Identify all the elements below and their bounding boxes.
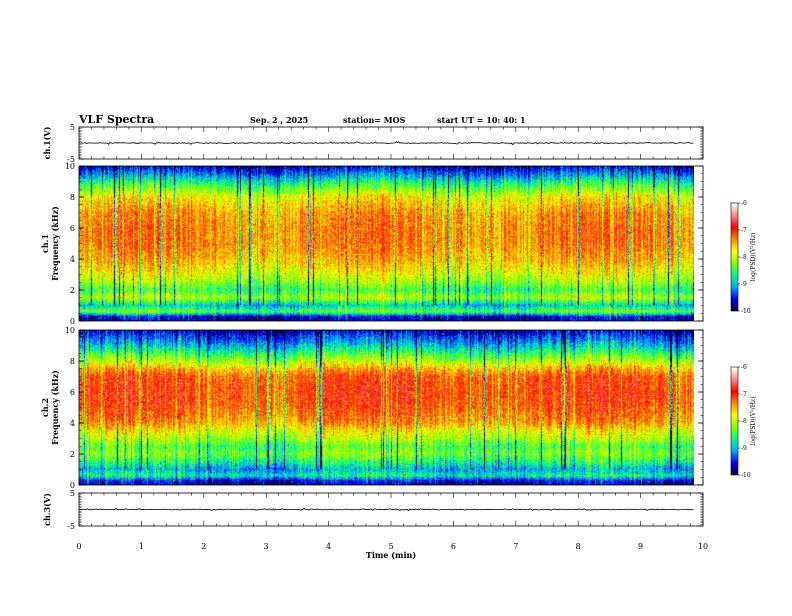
ch2-spectrogram-panel: 0 2 4 6 8 10 ch.2 Frequency (kHz) [40,326,704,490]
ch2-spec-ytick-label: 10 [65,326,75,335]
time-tick-label: 9 [638,542,643,551]
header-station: station= MOS [343,115,406,125]
ch1-wave-ylabel: ch.1(V) [42,126,52,159]
time-axis: 0 1 2 3 4 5 6 7 8 9 10 Time (min) [76,542,708,560]
time-axis-label: Time (min) [366,550,416,560]
ch2-spec-colorbar-tick-label: -10 [741,472,751,479]
ch1-spectrogram-panel: 0 2 4 6 8 10 ch.1 Frequency (kHz) [40,162,704,326]
ch1-wave-ytick-label: 5 [70,123,75,132]
ch1-spec-colorbar-tick-label: -6 [741,200,747,207]
ch2-spec-colorbar-tick-label: -9 [741,445,747,452]
ch2-spec-ytick-label: 2 [70,450,75,459]
ch1-spec-ytick-label: 2 [70,286,75,295]
time-tick-label: 6 [451,542,456,551]
ch1-spec-colorbar-label: log(PSD)(V²/Hz) [750,233,757,282]
ch2-spec-colorbar-tick-label: -7 [741,391,747,398]
ch1-spec-ylabel-channel: ch.1 [40,234,50,253]
ch2-spec-ylabel: ch.2 Frequency (kHz) [40,370,60,445]
time-tick-label: 4 [326,542,331,551]
ch1-spec-ytick-label: 8 [70,193,75,202]
time-tick-label: 5 [388,542,393,551]
time-tick-label: 2 [201,542,206,551]
ch2-spectrogram-image [79,330,694,485]
ch2-spec-colorbar-label: log(PSD)(V²/Hz) [750,397,757,446]
ch1-spec-colorbar-tick-label: -9 [741,281,747,288]
ch2-spec-ytick-label: 4 [70,419,75,428]
header-date: Sep. 2 , 2025 [250,115,308,125]
ch2-colorbar: -6 -7 -8 -9 -10 log(PSD)(V²/Hz) [730,364,757,479]
ch1-spec-ytick-label: 10 [65,162,75,171]
ch1-spec-ytick-label: 6 [70,224,75,233]
time-tick-label: 0 [76,542,81,551]
ch1-spec-colorbar-tick-label: -8 [741,254,747,261]
ch2-spec-ytick-label: 0 [70,481,75,490]
ch1-wave-ylabel-text: ch.1(V) [42,126,52,159]
ch3-wave-ytick-label: 5 [70,489,75,498]
ch3-wave-signal-line [78,507,694,512]
ch2-spec-ylabel-channel: ch.2 [40,398,50,417]
time-tick-label: 1 [139,542,144,551]
ch3-wave-ylabel: ch.3(V) [42,493,52,526]
ch1-spec-ytick-label: 4 [70,255,75,264]
ch2-spec-ytick-label: 8 [70,357,75,366]
ch2-colorbar-gradient [731,367,738,475]
ch1-spec-ylabel-quantity: Frequency (kHz) [50,206,60,281]
time-tick-label: 8 [576,542,581,551]
time-tick-label: 10 [698,542,708,551]
ch3-waveform-panel: 5 -5 ch.3(V) [42,489,704,531]
ch2-spec-ylabel-quantity: Frequency (kHz) [50,370,60,445]
time-tick-label: 3 [264,542,269,551]
ch1-wave-ytick-label: -5 [67,155,75,164]
figure-title: VLF Spectra [78,113,154,126]
ch1-spec-colorbar-tick-label: -10 [741,308,751,315]
ch2-spec-colorbar-tick-label: -6 [741,364,747,371]
ch3-wave-ylabel-text: ch.3(V) [42,493,52,526]
ch1-spec-ytick-label: 0 [70,317,75,326]
ch3-wave-ytick-label: -5 [67,522,75,531]
ch2-spec-ytick-label: 6 [70,388,75,397]
ch1-spec-colorbar-tick-label: -7 [741,227,747,234]
ch1-wave-signal-line [78,141,694,146]
ch1-colorbar: -6 -7 -8 -9 -10 log(PSD)(V²/Hz) [730,200,757,315]
ch1-spec-ylabel: ch.1 Frequency (kHz) [40,206,60,281]
time-tick-label: 7 [513,542,518,551]
ch2-spec-colorbar-tick-label: -8 [741,418,747,425]
ch1-waveform-panel: 5 -5 ch.1(V) [42,123,704,164]
ch1-colorbar-gradient [731,203,738,311]
ch1-spectrogram-image [79,166,694,321]
header-start-time: start UT = 10: 40: 1 [437,115,526,125]
